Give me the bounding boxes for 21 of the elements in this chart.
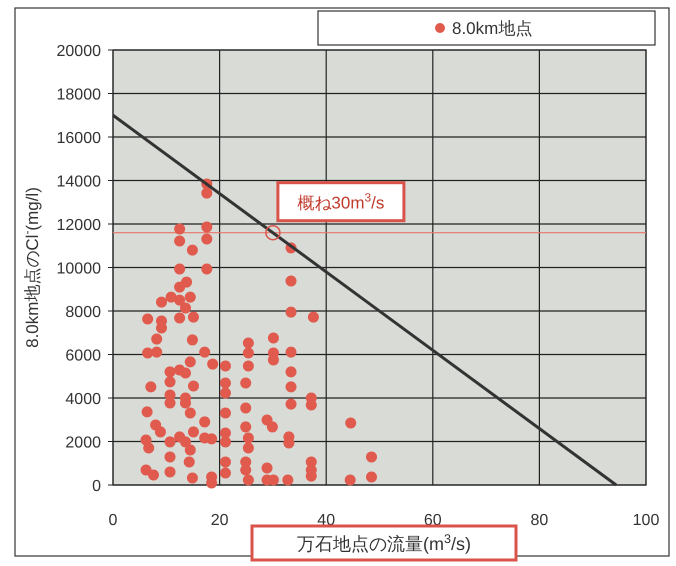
annotation: 概ね30m$^{3}$/s bbox=[297, 190, 384, 213]
y-tick-label: 12000 bbox=[56, 217, 102, 234]
annotation: 概ね30m$^{3}$/s bbox=[265, 181, 406, 240]
y-tick-label: 20000 bbox=[56, 43, 102, 60]
y-tick-label: 2000 bbox=[65, 434, 102, 452]
y-tick-label: 8000 bbox=[65, 304, 102, 321]
x-tick-label: 80 bbox=[530, 512, 548, 529]
y-tick-label: 10000 bbox=[56, 260, 102, 278]
x-tick-label: 20 bbox=[210, 512, 229, 529]
y-tick-label: 0 bbox=[92, 478, 102, 495]
x-tick-label: 60 bbox=[424, 512, 442, 529]
x-axis-title: 万石地点の流量(m$^{3}$/s) bbox=[296, 532, 472, 554]
x-tick-label: 40 bbox=[317, 512, 336, 529]
y-tick-label: 18000 bbox=[56, 86, 102, 104]
legend-label: 8.0km地点 bbox=[452, 19, 532, 38]
y-tick-label: 14000 bbox=[56, 174, 102, 190]
x-tick-label: 100 bbox=[632, 512, 660, 529]
x-tick-label: 0 bbox=[108, 512, 118, 529]
y-tick-label: 16000 bbox=[56, 130, 102, 147]
y-tick-label: 6000 bbox=[65, 348, 102, 364]
y-tick-label: 4000 bbox=[65, 391, 102, 408]
